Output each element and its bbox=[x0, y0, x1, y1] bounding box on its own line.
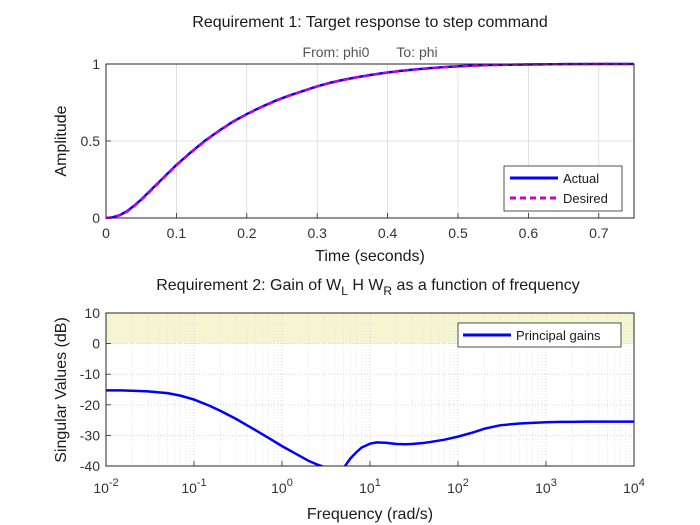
chart2-y-tick-label: 10 bbox=[84, 305, 100, 321]
chart1-legend: Actual Desired bbox=[503, 165, 623, 212]
chart1-x-tick-label: 0.1 bbox=[167, 225, 187, 241]
chart1-series-desired bbox=[105, 62, 634, 220]
chart1-x-tick-label: 0.7 bbox=[589, 225, 609, 241]
chart2-series bbox=[106, 389, 634, 466]
chart2-title: Requirement 2: Gain of WL H WR as a func… bbox=[156, 277, 580, 298]
chart1-to-label: To: phi bbox=[396, 44, 437, 60]
chart2-y-tick-label: -30 bbox=[80, 427, 100, 443]
chart1-x-tick-label: 0 bbox=[102, 225, 110, 241]
gain-chart: Requirement 2: Gain of WL H WR as a func… bbox=[53, 277, 645, 523]
chart1-y-tick-label: 0.5 bbox=[81, 133, 101, 149]
chart1-x-tick-label: 0.2 bbox=[237, 225, 257, 241]
chart1-from-label: From: phi0 bbox=[303, 44, 370, 60]
chart1-y-tick-label: 1 bbox=[92, 56, 100, 72]
chart1-legend-box bbox=[503, 165, 623, 212]
chart2-x-ticks: 10-2 10-1 100 101 102 103 104 bbox=[93, 461, 645, 496]
chart2-title-sub2: R bbox=[383, 284, 392, 298]
chart1-title: Requirement 1: Target response to step c… bbox=[192, 14, 547, 31]
chart2-x-axis-label: Frequency (rad/s) bbox=[307, 506, 433, 523]
chart2-series-principal-gains bbox=[343, 420, 634, 466]
chart2-title-prefix: Requirement 2: Gain of W bbox=[156, 277, 342, 294]
chart2-x-tick-label: 104 bbox=[623, 477, 645, 496]
chart2-x-tick-label: 10-1 bbox=[181, 477, 206, 496]
chart1-x-tick-label: 0.5 bbox=[448, 225, 468, 241]
chart2-title-suffix: as a function of frequency bbox=[392, 277, 580, 294]
step-response-chart: Requirement 1: Target response to step c… bbox=[53, 14, 635, 265]
chart2-x-tick-label: 103 bbox=[535, 477, 557, 496]
chart1-x-ticks: 0 0.1 0.2 0.3 0.4 0.5 0.6 0.7 bbox=[102, 213, 609, 241]
chart1-y-tick-label: 0 bbox=[92, 210, 100, 226]
chart2-y-tick-label: -10 bbox=[80, 366, 100, 382]
chart2-legend-principal-label: Principal gains bbox=[516, 328, 601, 343]
chart1-x-tick-label: 0.4 bbox=[378, 225, 398, 241]
chart2-title-sub1: L bbox=[341, 284, 348, 298]
chart2-y-tick-label: -20 bbox=[80, 397, 100, 413]
chart2-legend: Principal gains bbox=[457, 322, 622, 348]
chart2-title-mid: H W bbox=[348, 277, 384, 294]
chart2-y-tick-label: -40 bbox=[80, 458, 100, 474]
chart2-y-tick-label: 0 bbox=[92, 336, 100, 352]
chart1-x-tick-label: 0.6 bbox=[519, 225, 539, 241]
chart1-legend-desired-label: Desired bbox=[563, 191, 608, 206]
chart1-legend-actual-label: Actual bbox=[563, 171, 599, 186]
chart1-y-axis-label: Amplitude bbox=[53, 105, 70, 176]
chart2-x-tick-label: 100 bbox=[271, 477, 293, 496]
chart1-y-ticks: 00.51 bbox=[81, 56, 111, 226]
chart1-x-tick-label: 0.3 bbox=[307, 225, 327, 241]
chart2-x-tick-label: 101 bbox=[359, 477, 381, 496]
chart2-x-tick-label: 102 bbox=[447, 477, 469, 496]
chart1-x-axis-label: Time (seconds) bbox=[315, 248, 425, 265]
chart2-y-axis-label: Singular Values (dB) bbox=[53, 317, 70, 463]
chart2-y-ticks: 10 0 -10 -20 -30 -40 bbox=[80, 305, 111, 474]
chart1-series bbox=[105, 62, 634, 220]
chart2-x-tick-label: 10-2 bbox=[93, 477, 118, 496]
chart2-series-principal-gains bbox=[106, 389, 325, 466]
